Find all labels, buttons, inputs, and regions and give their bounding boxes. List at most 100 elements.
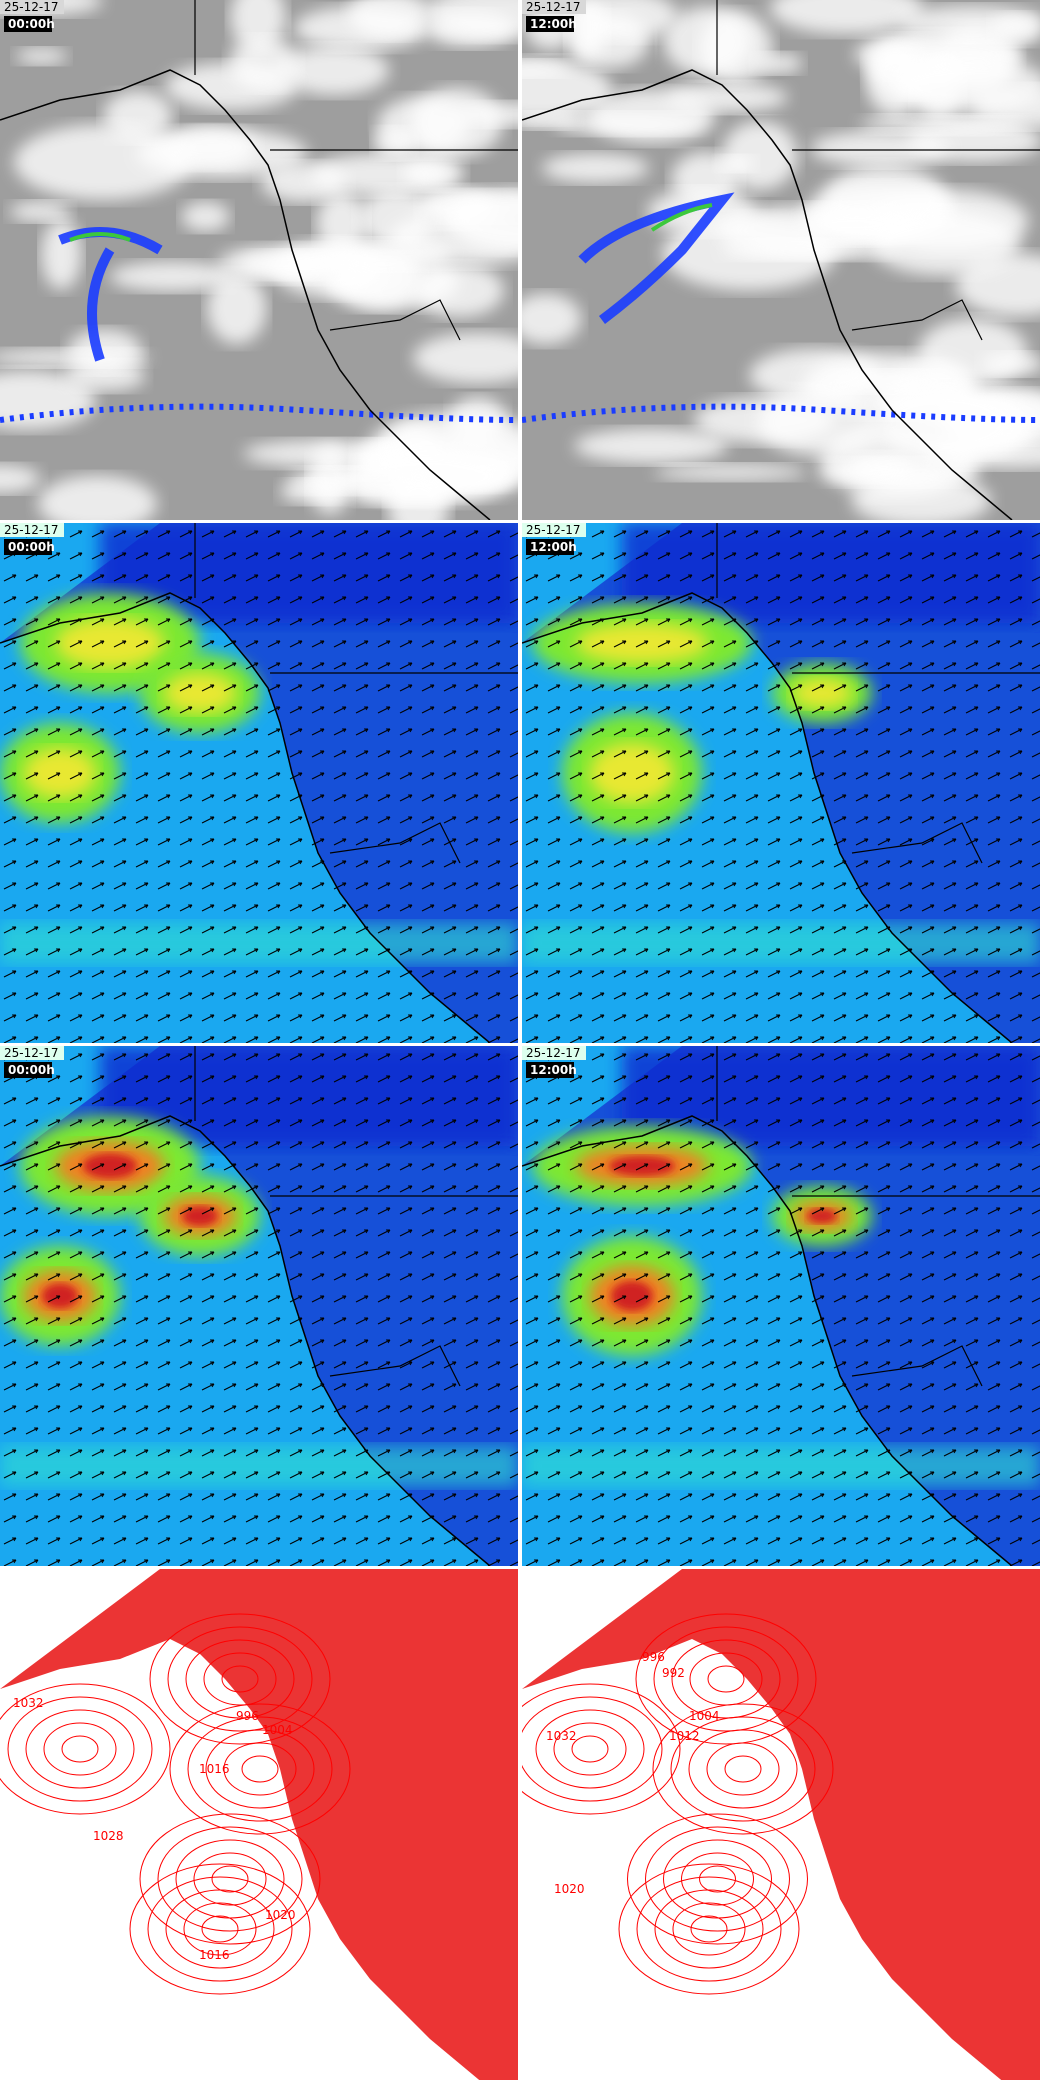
border — [194, 1046, 518, 1387]
cloud — [769, 0, 924, 35]
cloud — [279, 479, 347, 504]
panel-content: 25-12-17 00:00h — [0, 523, 518, 1043]
isobar-label: 1016 — [199, 1762, 230, 1776]
cloud — [753, 53, 803, 74]
date-label: 25-12-17 — [526, 0, 580, 14]
time-label: 00:00h — [8, 1063, 55, 1077]
isobar — [43, 1722, 117, 1776]
panel-content: 25-12-17 00:00h — [0, 1046, 518, 1566]
cloud — [654, 463, 807, 481]
isobar — [553, 1722, 627, 1776]
cloud — [890, 56, 1040, 113]
cloud — [13, 124, 192, 200]
border — [716, 523, 1040, 864]
border — [716, 1046, 1040, 1387]
isobar — [7, 1696, 153, 1802]
time-label: 12:00h — [530, 17, 577, 31]
coastline — [0, 1115, 491, 1566]
isobar — [147, 1876, 293, 1982]
isobar — [652, 1703, 834, 1835]
precip-band — [0, 403, 518, 423]
isobar-label: 1020 — [265, 1908, 296, 1922]
panel-content: 25-12-17 12:00h — [522, 523, 1040, 1043]
map-panel: 25-12-17 00:00h — [0, 0, 518, 520]
isobar — [211, 1865, 249, 1893]
isobar — [25, 1709, 135, 1789]
isobar — [522, 1696, 663, 1802]
cloud — [37, 475, 158, 520]
date-bg — [0, 1046, 64, 1060]
isobar — [165, 1889, 275, 1969]
time-label: 00:00h — [8, 540, 55, 554]
isobar — [707, 1665, 745, 1693]
isobar — [185, 1639, 295, 1719]
isobar — [139, 1813, 321, 1945]
isobar — [635, 1613, 817, 1745]
cloud — [387, 470, 450, 520]
border — [194, 0, 518, 341]
isobar-label: 1032 — [13, 1696, 44, 1710]
cloud — [522, 293, 582, 345]
isobar — [221, 1665, 259, 1693]
cloud — [810, 130, 950, 167]
isobar — [183, 1902, 257, 1956]
cloud — [898, 5, 1040, 41]
precip-band — [58, 227, 163, 362]
panel-content: 1032 992 996 1004 1012 1020 — [522, 1569, 1040, 2080]
panel-content: 25-12-17 12:00h — [522, 0, 1040, 520]
isobar — [205, 1729, 315, 1809]
cloud — [217, 244, 364, 283]
date-bg — [0, 523, 64, 537]
isobar — [724, 1755, 762, 1783]
cloud — [0, 464, 41, 494]
cloud — [447, 188, 518, 251]
map-panel: 25-12-17 12:00h — [522, 1046, 1040, 1566]
isobar — [157, 1826, 303, 1932]
cloud — [67, 329, 142, 373]
coastline — [522, 1115, 1013, 1566]
isobar — [187, 1716, 333, 1822]
isobar — [535, 1709, 645, 1789]
precip-core — [650, 203, 713, 232]
isobar-label: 996 — [236, 1709, 259, 1723]
cloud — [522, 111, 578, 130]
isobar — [522, 1683, 681, 1815]
map-panel: 25-12-17 00:00h — [0, 523, 518, 1043]
isobar — [61, 1735, 99, 1763]
isobar — [241, 1755, 279, 1783]
isobar — [167, 1626, 313, 1732]
cloud — [207, 272, 267, 344]
cloud — [574, 428, 728, 464]
panel-content: 25-12-17 00:00h — [0, 0, 518, 520]
isobar-label: 1016 — [199, 1948, 230, 1962]
isobar — [0, 1683, 171, 1815]
date-label: 25-12-17 — [526, 1046, 580, 1060]
panel-content: 25-12-17 12:00h — [522, 1046, 1040, 1566]
cloud — [663, 6, 752, 76]
isobar-label: 992 — [662, 1666, 685, 1680]
isobar — [169, 1703, 351, 1835]
date-label: 25-12-17 — [4, 0, 58, 14]
date-bg — [522, 1046, 586, 1060]
precip-band — [522, 403, 1040, 423]
isobar — [636, 1876, 782, 1982]
cloud — [410, 87, 504, 158]
isobar-label: 1028 — [93, 1829, 124, 1843]
isobar-label: 996 — [642, 1650, 665, 1664]
map-panel: 1032 992 996 1004 1012 1020 — [522, 1569, 1040, 2080]
cloud — [414, 263, 505, 318]
date-label: 25-12-17 — [4, 1046, 58, 1060]
cloud — [109, 261, 236, 292]
date-label: 25-12-17 — [4, 523, 58, 537]
cloud — [541, 153, 649, 183]
isobar — [618, 1863, 800, 1995]
coastline — [522, 592, 1013, 1043]
cloud — [352, 454, 398, 480]
isobar — [672, 1902, 746, 1956]
isobar — [681, 1852, 754, 1906]
time-label: 00:00h — [8, 17, 55, 31]
cloud — [588, 89, 716, 143]
time-bg — [4, 1062, 52, 1078]
